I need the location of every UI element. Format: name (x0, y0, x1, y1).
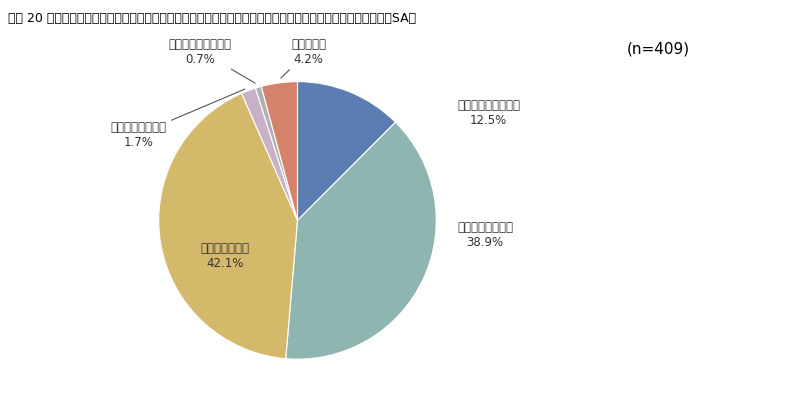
Text: (n=409): (n=409) (626, 41, 690, 56)
Wedge shape (158, 94, 297, 359)
Text: やや減少している
1.7%: やや減少している 1.7% (110, 90, 245, 149)
Text: 大きく増加している
12.5%: 大きく増加している 12.5% (456, 99, 520, 127)
Text: 大きく減少している
0.7%: 大きく減少している 0.7% (169, 38, 255, 84)
Wedge shape (297, 83, 395, 221)
Text: やや増加している
38.9%: やや増加している 38.9% (456, 221, 512, 249)
Wedge shape (261, 83, 297, 221)
Wedge shape (255, 87, 297, 221)
Wedge shape (242, 89, 297, 221)
Text: 図表 20 販売先（発注元企業）との契約締結時の情報セキュリティに関する条項・取引上の義務・要請の頻度（SA）: 図表 20 販売先（発注元企業）との契約締結時の情報セキュリティに関する条項・取… (8, 12, 416, 25)
Wedge shape (285, 123, 436, 359)
Text: わからない
4.2%: わからない 4.2% (280, 38, 326, 79)
Text: 特に変化はない
42.1%: 特に変化はない 42.1% (201, 241, 250, 270)
